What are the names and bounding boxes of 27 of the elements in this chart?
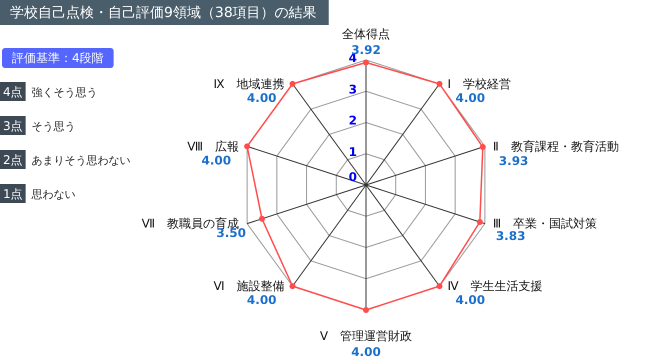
spoke-label: Ⅲ 卒業・国試対策: [492, 216, 598, 231]
text: 3点 そう思う: [3, 119, 76, 133]
y-tick-label: 2: [348, 114, 357, 128]
data-label: 4.00: [455, 293, 486, 308]
text: 4点 強くそう思う: [3, 85, 98, 99]
text: 評価基準：4段階: [12, 51, 104, 65]
spoke-label: Ⅷ 広報: [187, 139, 240, 154]
text: 2点 あまりそう思わない: [3, 153, 131, 167]
y-tick-label: 0: [348, 170, 357, 184]
spoke-label: Ⅳ 学生生活支援: [447, 279, 543, 294]
data-label: 4.00: [246, 90, 277, 105]
data-label: 3.83: [496, 228, 526, 243]
chart-title: 学校自己点検・自己評価9領域（38項目）の結果: [10, 5, 317, 21]
spoke-label: 全体得点: [342, 27, 390, 41]
data-label: 4.00: [246, 293, 277, 308]
data-label: 4.00: [202, 153, 232, 168]
data-label: 4.00: [351, 345, 381, 359]
y-tick-label: 1: [348, 144, 357, 159]
spoke-label: Ⅰ 学校経営: [447, 76, 512, 91]
data-label: 3.93: [498, 154, 528, 168]
spoke-label: Ⅴ 管理運営財政: [320, 329, 412, 343]
text: 1点 思わない: [3, 187, 76, 201]
spoke-label: Ⅵ 施設整備: [213, 279, 285, 294]
y-tick-label: 3: [348, 82, 357, 96]
data-label: 4.00: [455, 90, 486, 105]
spoke-label: Ⅱ 教育課程・教育活動: [492, 139, 619, 154]
spoke-label: Ⅸ 地域連携: [214, 76, 285, 91]
